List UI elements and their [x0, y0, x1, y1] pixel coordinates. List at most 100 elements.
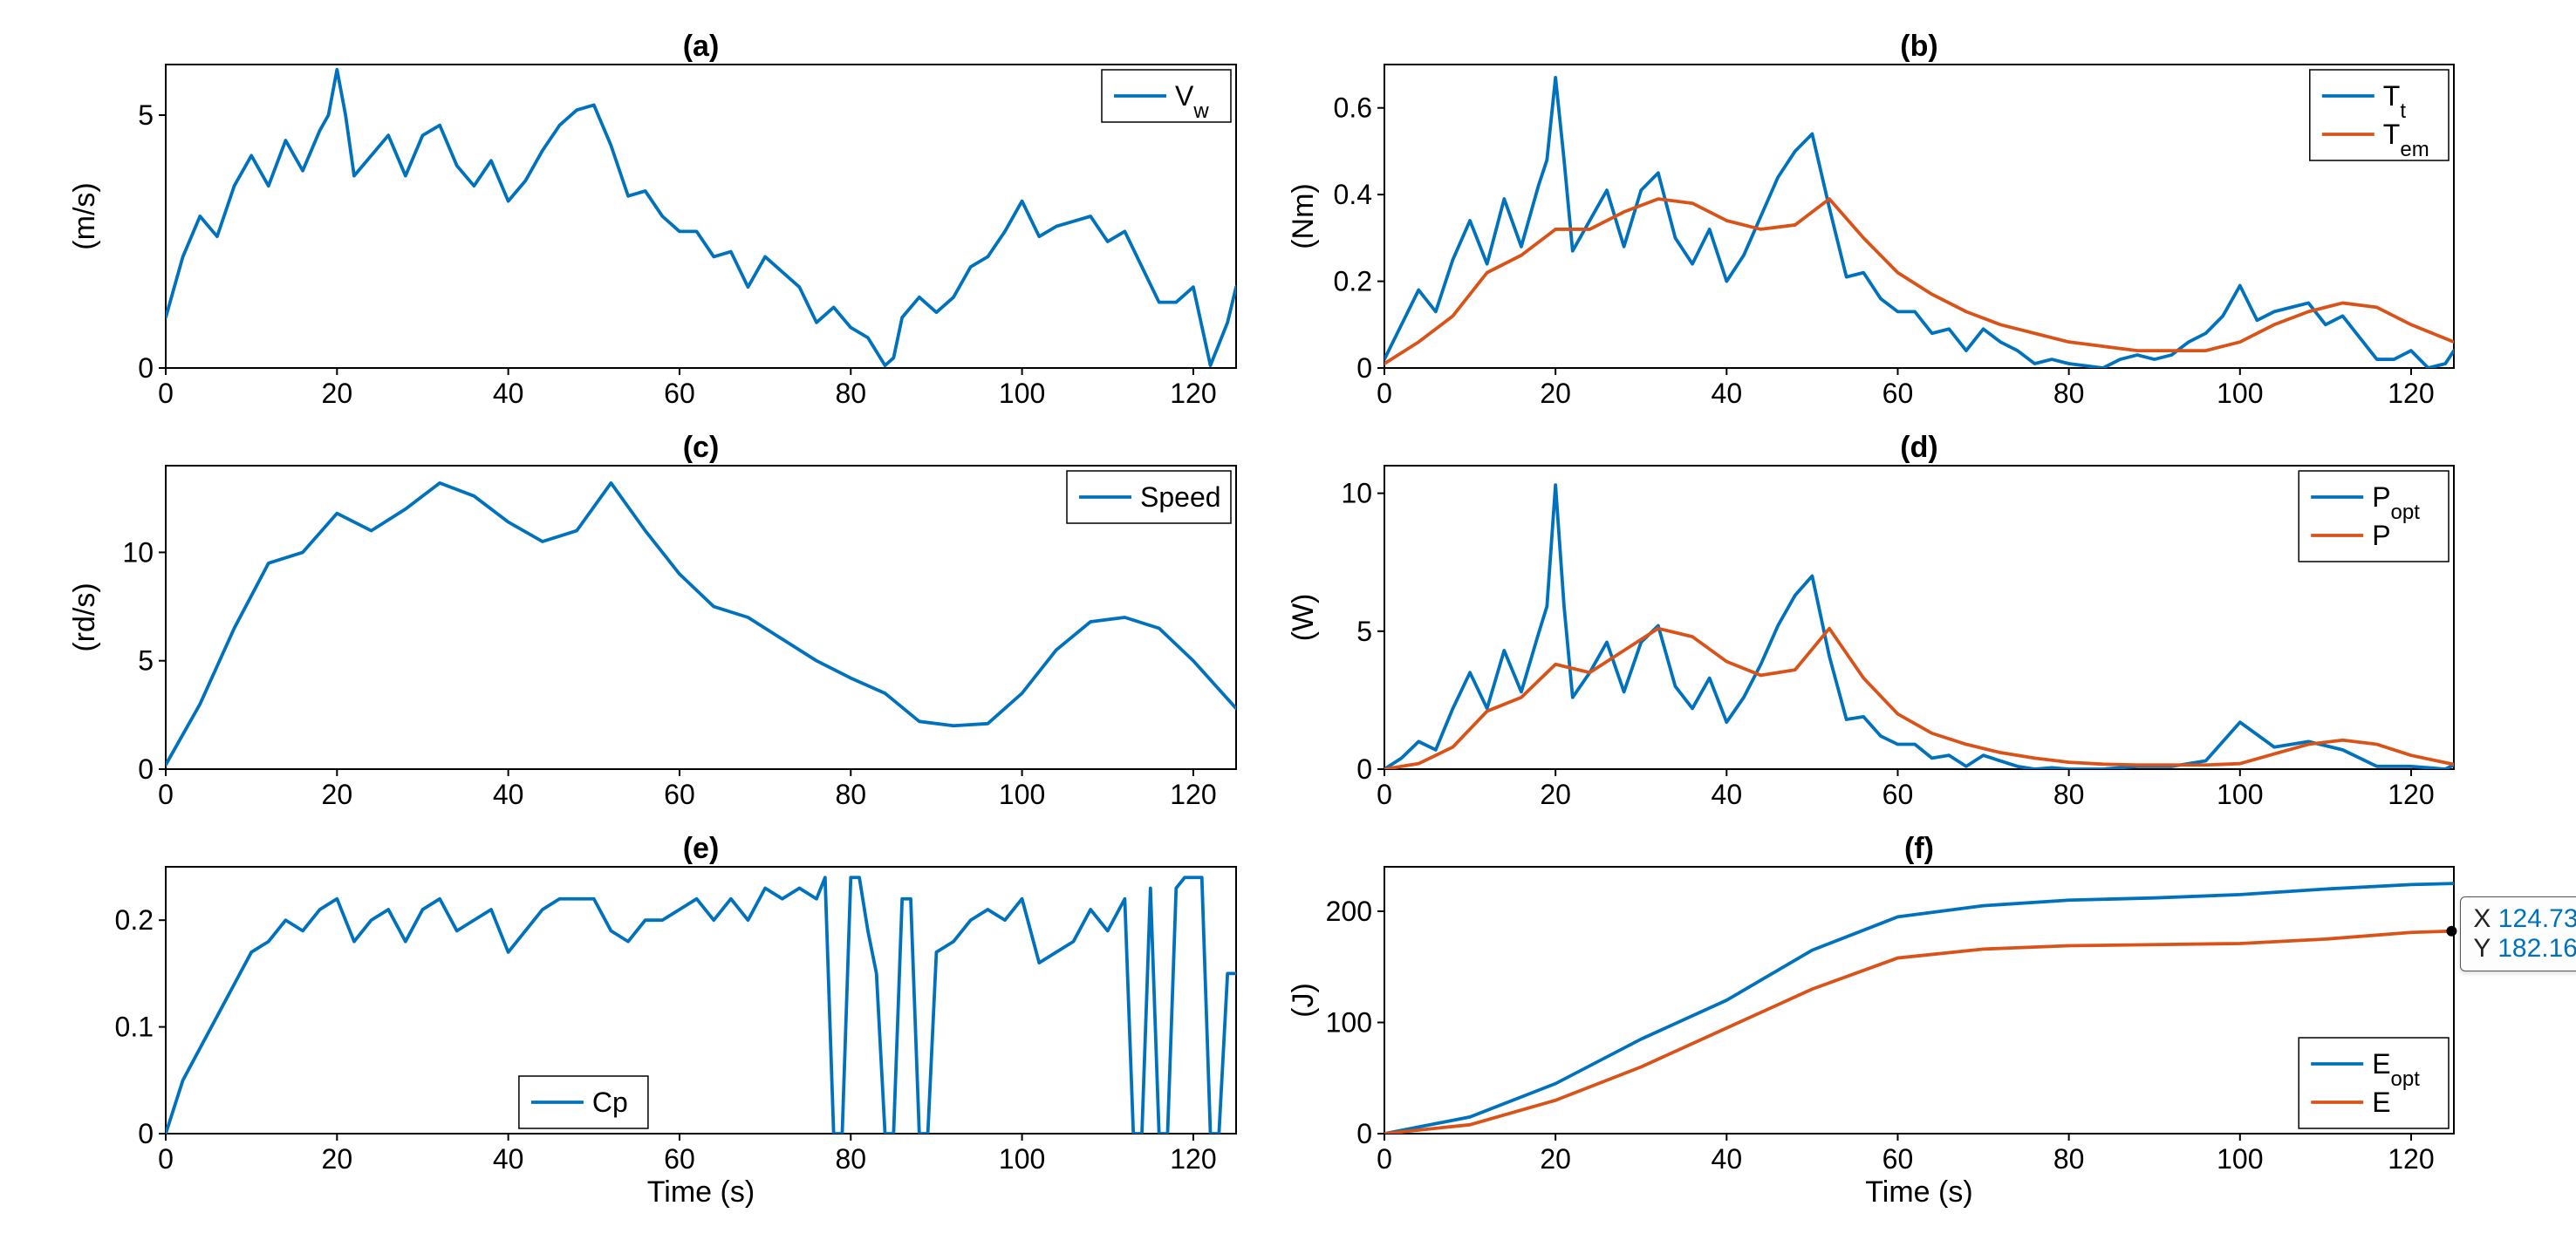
- xtick-label: 100: [2217, 378, 2263, 409]
- chart-svg: 0 20 40 60 80 100 120 0 5 (a) (m/s) Vw: [70, 26, 1254, 410]
- xtick-label: 80: [835, 1143, 866, 1175]
- ytick-label: 0: [138, 352, 154, 384]
- panel-c: 0204060801001200510(c)(rd/s)Speed: [70, 427, 1254, 811]
- ytick-label: 200: [1326, 896, 1372, 927]
- xtick-label: 0: [1377, 779, 1392, 810]
- chart-svg: 02040608010012000.20.40.6(b)(Nm)TtTem: [1288, 26, 2471, 410]
- xtick-label: 40: [1712, 378, 1743, 409]
- xtick-label: 120: [1170, 378, 1216, 409]
- ytick-label: 0.6: [1334, 92, 1372, 124]
- xtick-label: 100: [999, 378, 1045, 409]
- x-axis-label: Time (s): [647, 1175, 755, 1209]
- xtick-label: 60: [664, 378, 695, 409]
- xtick-label: 120: [2388, 779, 2434, 810]
- panel-title: (c): [683, 431, 720, 464]
- ytick-label: 0: [138, 753, 154, 785]
- legend-label: Speed: [1140, 481, 1221, 513]
- xtick-label: 120: [2388, 378, 2434, 409]
- series-Cp: [166, 877, 1236, 1134]
- ytick-label: 5: [138, 99, 154, 131]
- y-axis-label: (J): [1288, 983, 1320, 1018]
- xtick-label: 100: [999, 779, 1045, 810]
- xtick-label: 120: [1170, 1143, 1216, 1175]
- xtick-label: 20: [1540, 1143, 1571, 1175]
- figure-grid: 02040608010012005(a)(m/s)Vw 020406080100…: [0, 0, 2576, 1247]
- y-axis-label: (m/s): [70, 182, 101, 249]
- xtick-label: 120: [2388, 1143, 2434, 1175]
- legend: Speed: [1067, 471, 1231, 523]
- chart-svg: 0204060801001200510(d)(W)PoptP: [1288, 427, 2471, 811]
- panel-title: (f): [1904, 832, 1934, 865]
- legend: Vw: [1102, 70, 1231, 123]
- series-Vw: [166, 70, 1236, 365]
- panel-title: (b): [1900, 30, 1937, 63]
- panel-b: 02040608010012000.20.40.6(b)(Nm)TtTem: [1288, 26, 2471, 410]
- y-axis-label: (Nm): [1288, 183, 1320, 249]
- panel-d: 0204060801001200510(d)(W)PoptP: [1288, 427, 2471, 811]
- xtick-label: 40: [493, 1143, 524, 1175]
- xtick-label: 40: [493, 378, 524, 409]
- series-E: [1384, 931, 2451, 1134]
- ytick-label: 0: [138, 1118, 154, 1149]
- xtick-label: 20: [322, 779, 353, 810]
- ytick-label: 0.4: [1334, 179, 1372, 210]
- xtick-label: 0: [1377, 1143, 1392, 1175]
- xtick-label: 100: [999, 1143, 1045, 1175]
- ytick-label: 0: [1356, 1118, 1372, 1149]
- xtick-label: 20: [322, 1143, 353, 1175]
- legend: PoptP: [2299, 471, 2449, 562]
- xtick-label: 100: [2217, 779, 2263, 810]
- xtick-label: 80: [835, 378, 866, 409]
- legend-label: Cp: [592, 1087, 628, 1118]
- datatip-marker: [2446, 926, 2456, 937]
- ytick-label: 10: [1341, 478, 1372, 509]
- legend: EoptE: [2299, 1038, 2449, 1128]
- panel-title: (e): [683, 832, 720, 865]
- series-Eopt: [1384, 883, 2454, 1134]
- legend: Cp: [519, 1076, 648, 1128]
- xtick-label: 20: [322, 378, 353, 409]
- panel-a: 0 20 40 60 80 100 120 0 5 (a) (m/s) Vw: [70, 26, 1254, 410]
- xtick-label: 100: [2217, 1143, 2263, 1175]
- ytick-label: 100: [1326, 1007, 1372, 1039]
- xtick-label: 40: [1712, 779, 1743, 810]
- ytick-label: 0.1: [115, 1012, 154, 1043]
- ytick-label: 5: [138, 645, 154, 677]
- xtick-label: 0: [158, 378, 174, 409]
- xtick-label: 40: [1712, 1143, 1743, 1175]
- xtick-label: 80: [2053, 779, 2085, 810]
- ytick-label: 5: [1356, 616, 1372, 647]
- legend-label: E: [2372, 1087, 2390, 1118]
- panel-e: 02040608010012000.10.2(e)Time (s)Cp: [70, 828, 1254, 1212]
- ytick-label: 0.2: [1334, 266, 1372, 297]
- legend: TtTem: [2310, 70, 2449, 161]
- series-Tem: [1384, 199, 2454, 364]
- ytick-label: 10: [122, 536, 154, 568]
- chart-svg: 0204060801001200510(c)(rd/s)Speed: [70, 427, 1254, 811]
- series-Tt: [1384, 78, 2454, 368]
- xtick-label: 60: [1882, 378, 1914, 409]
- ytick-label: 0.2: [115, 904, 154, 936]
- xtick-label: 80: [835, 779, 866, 810]
- xtick-label: 120: [1170, 779, 1216, 810]
- panel-title: (a): [683, 30, 720, 63]
- x-axis-label: Time (s): [1865, 1175, 1972, 1209]
- series-Speed: [166, 483, 1236, 765]
- y-axis-label: (rd/s): [70, 583, 101, 651]
- y-axis-label: (W): [1288, 594, 1320, 642]
- xtick-label: 60: [1882, 779, 1914, 810]
- legend-label: P: [2372, 520, 2390, 551]
- xtick-label: 0: [158, 779, 174, 810]
- chart-svg: 0204060801001200100200(f)(J)Time (s)Eopt…: [1288, 828, 2471, 1212]
- chart-svg: 02040608010012000.10.2(e)Time (s)Cp: [70, 828, 1254, 1212]
- xtick-label: 20: [1540, 779, 1571, 810]
- xtick-label: 60: [664, 779, 695, 810]
- panel-f: X 124.736Y 182.1620204060801001200100200…: [1288, 828, 2471, 1212]
- ytick-label: 0: [1356, 753, 1372, 785]
- xtick-label: 60: [664, 1143, 695, 1175]
- datatip-tooltip: X 124.736Y 182.162: [2460, 896, 2576, 971]
- xtick-label: 0: [1377, 378, 1392, 409]
- xtick-label: 60: [1882, 1143, 1914, 1175]
- ytick-label: 0: [1356, 352, 1372, 384]
- xtick-label: 20: [1540, 378, 1571, 409]
